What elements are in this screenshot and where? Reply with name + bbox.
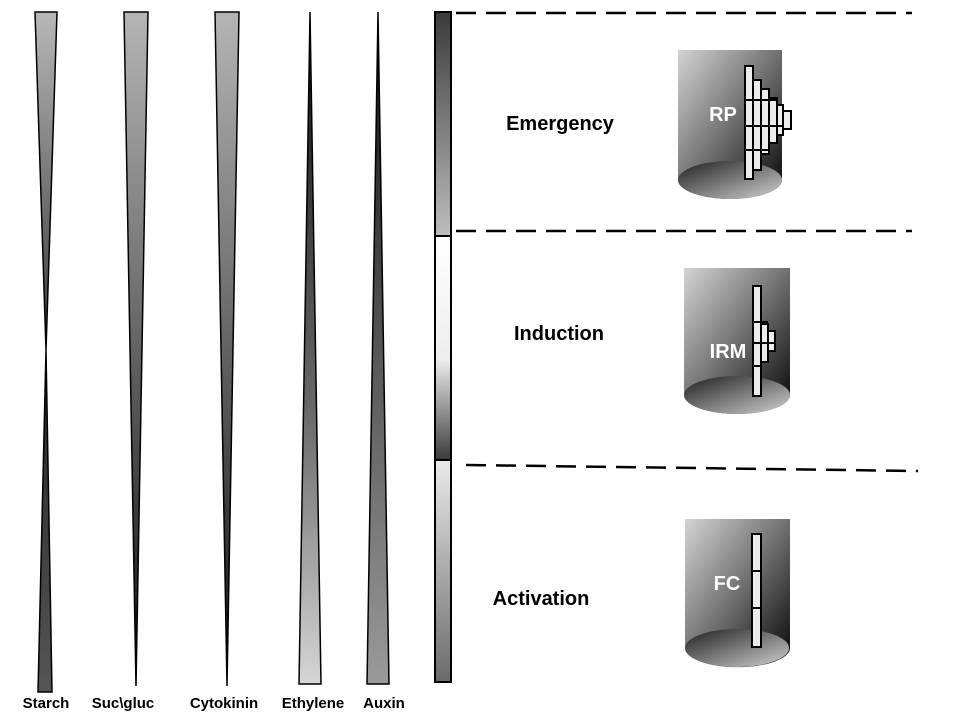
stage-bar-activation — [434, 459, 452, 683]
rp-primordium — [744, 65, 792, 180]
sucgluc-wedge — [123, 11, 149, 687]
fc-cylinder: FC — [685, 519, 790, 668]
induction-label: Induction — [514, 323, 604, 345]
stage-separators — [456, 11, 919, 473]
stage-labels: Emergency Induction Activation — [493, 113, 615, 610]
fc-primordium — [751, 533, 762, 648]
ethylene-label: Ethylene — [282, 695, 345, 712]
starch-wedge — [34, 11, 58, 693]
gradient-wedges — [34, 11, 390, 693]
fc-cylinder-cap — [685, 629, 789, 667]
rp-cylinder-cap — [678, 161, 782, 199]
irm-cylinder: IRM — [684, 268, 790, 414]
irm-cylinder-cap — [684, 376, 790, 414]
emergency-label: Emergency — [506, 113, 615, 135]
cytokinin-wedge — [214, 11, 240, 687]
fc-cylinder-body — [685, 519, 790, 668]
irm-primordium — [752, 285, 776, 397]
separator-bottom — [465, 463, 919, 473]
stage-bar — [434, 11, 452, 683]
starch-label: Starch — [23, 695, 70, 712]
gradient-labels: Starch Suc\gluc Cytokinin Ethylene Auxin — [23, 695, 405, 712]
auxin-wedge — [366, 11, 390, 685]
stage-bar-induction — [434, 235, 452, 461]
sucgluc-label: Suc\gluc — [92, 695, 155, 712]
rp-cylinder: RP — [678, 50, 792, 199]
ethylene-wedge — [298, 11, 322, 685]
irm-cylinder-body — [684, 268, 790, 414]
stage-bar-emergency — [434, 11, 452, 237]
rp-label: RP — [709, 104, 737, 126]
irm-label: IRM — [710, 341, 747, 363]
fc-label: FC — [714, 573, 741, 595]
cytokinin-label: Cytokinin — [190, 695, 258, 712]
activation-label: Activation — [493, 588, 590, 610]
auxin-label: Auxin — [363, 695, 405, 712]
